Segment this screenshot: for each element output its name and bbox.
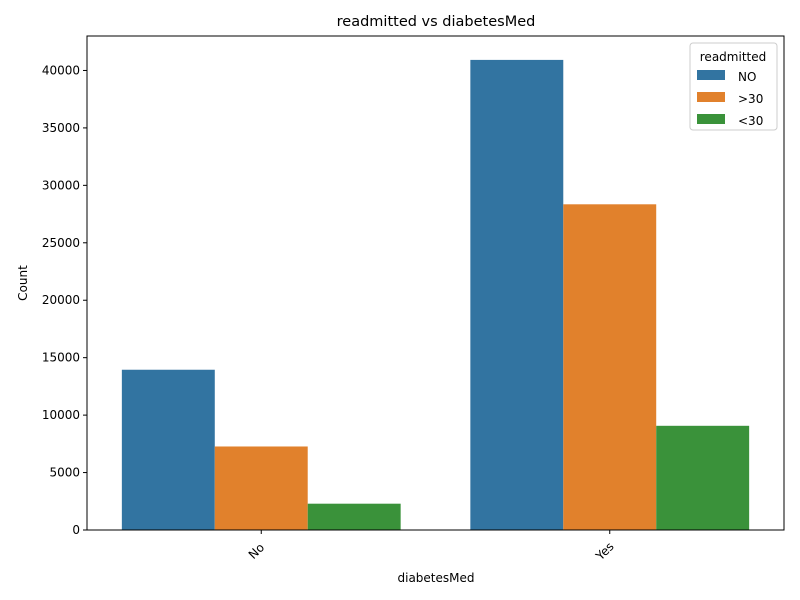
legend-title: readmitted (700, 50, 766, 64)
bar-yes-1 (563, 204, 657, 531)
bar-no-2 (307, 503, 401, 530)
x-tick-label: Yes (592, 539, 616, 563)
x-axis-label: diabetesMed (398, 571, 475, 585)
legend-label: NO (738, 70, 756, 84)
bar-no-0 (121, 369, 215, 530)
y-tick-label: 25000 (42, 236, 80, 250)
x-axis: No Yes (246, 530, 617, 564)
plot-frame (86, 35, 785, 531)
y-axis-label: Count (16, 265, 30, 301)
bar-no-1 (214, 446, 308, 530)
legend-entries: NO >30 <30 (697, 70, 763, 128)
y-tick-label: 35000 (42, 121, 80, 135)
y-tick-label: 10000 (42, 408, 80, 422)
y-tick-label: 5000 (49, 466, 80, 480)
legend-label: <30 (738, 114, 763, 128)
chart-title: readmitted vs diabetesMed (337, 14, 536, 30)
legend-swatch (697, 114, 725, 124)
y-tick-label: 20000 (42, 293, 80, 307)
y-tick-label: 40000 (42, 63, 80, 77)
y-axis: 0 5000 10000 15000 20000 25000 30000 35000 40000 (42, 63, 87, 537)
bar-yes-0 (470, 59, 564, 531)
legend-swatch (697, 92, 725, 102)
legend-swatch (697, 70, 725, 80)
legend-label: >30 (738, 92, 763, 106)
legend: readmitted NO >30 <30 (689, 42, 778, 131)
y-tick-label: 30000 (42, 178, 80, 192)
y-tick-label: 0 (72, 523, 80, 537)
plot-area (121, 59, 750, 531)
x-tick-label: No (246, 540, 267, 561)
bar-yes-2 (656, 425, 750, 530)
legend-box (689, 42, 778, 131)
y-tick-label: 15000 (42, 351, 80, 365)
